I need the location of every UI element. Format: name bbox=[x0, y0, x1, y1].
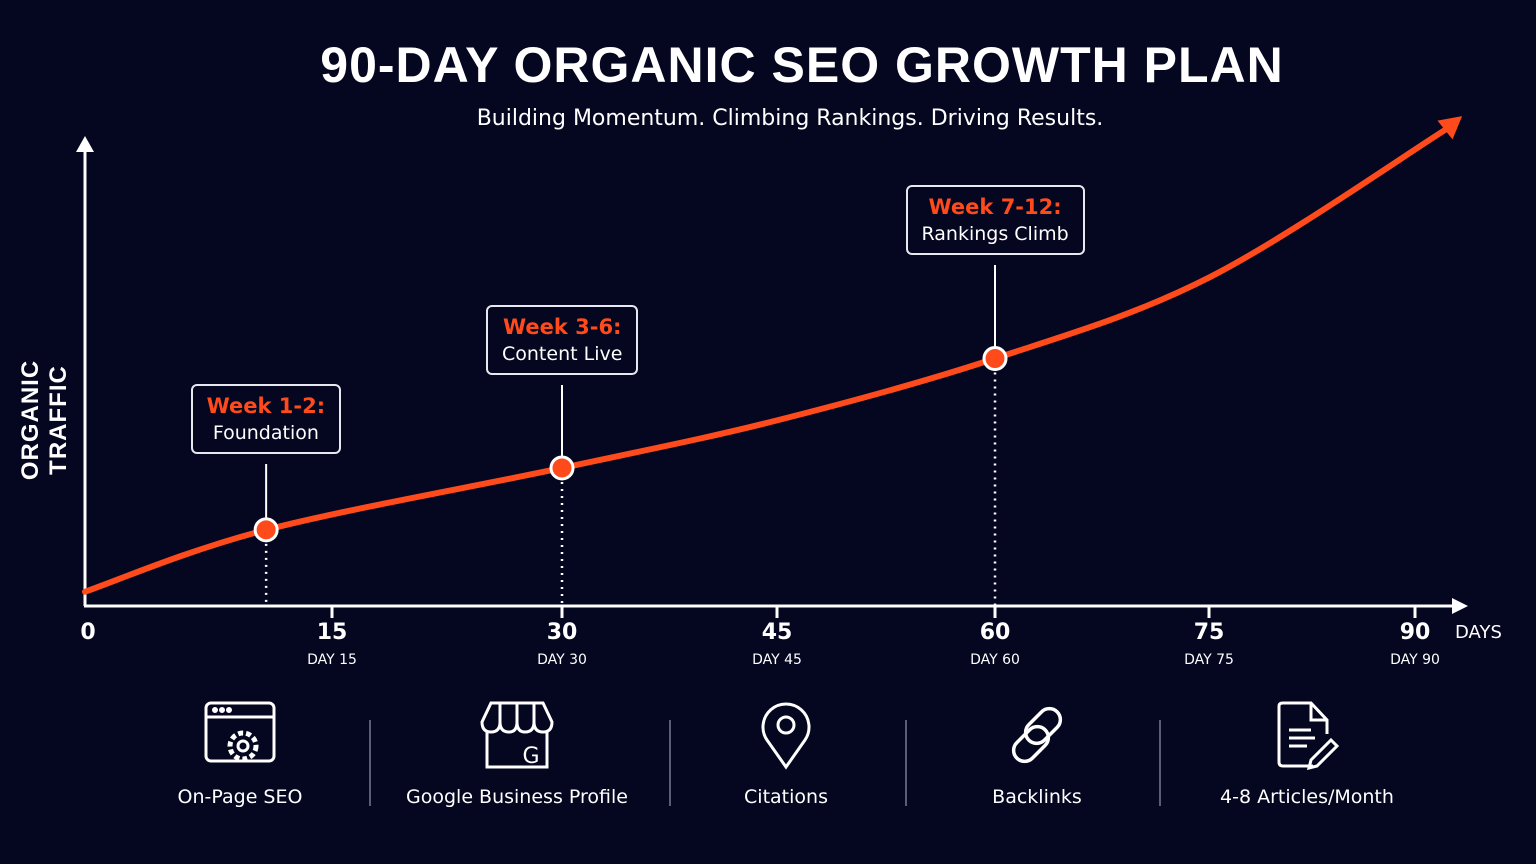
milestone-label: Rankings Climb bbox=[921, 223, 1069, 245]
divider bbox=[369, 720, 371, 806]
x-axis-label: DAYS bbox=[1455, 622, 1502, 643]
x-axis-arrow bbox=[1452, 598, 1468, 614]
milestone-label: Content Live bbox=[502, 343, 623, 365]
milestone-point bbox=[253, 517, 279, 543]
x-tick-sublabel: DAY 90 bbox=[1390, 652, 1440, 668]
x-tick-label: 90 bbox=[1399, 620, 1431, 645]
tool-label: Backlinks bbox=[992, 786, 1082, 808]
tool-on-page-seo: On-Page SEO bbox=[110, 700, 370, 808]
milestone-callout: Week 7-12: Rankings Climb bbox=[905, 185, 1085, 255]
x-tick-sublabel: DAY 45 bbox=[752, 652, 802, 668]
x-tick-label: 75 bbox=[1193, 620, 1225, 645]
tool-label: 4-8 Articles/Month bbox=[1220, 786, 1394, 808]
divider bbox=[1159, 720, 1161, 806]
tool-citations: Citations bbox=[656, 700, 916, 808]
tool-google-business-profile: G Google Business Profile bbox=[387, 700, 647, 808]
tool-label: Citations bbox=[744, 786, 828, 808]
tool-label: Google Business Profile bbox=[406, 786, 628, 808]
traffic-curve bbox=[82, 127, 1448, 595]
storefront-g-icon: G bbox=[480, 701, 554, 769]
x-tick-label: 45 bbox=[761, 620, 793, 645]
page-title: 90-DAY ORGANIC SEO GROWTH PLAN bbox=[320, 37, 1284, 93]
milestone-point bbox=[982, 345, 1008, 371]
milestone-label: Foundation bbox=[212, 422, 319, 444]
x-tick-sublabel: DAY 30 bbox=[537, 652, 587, 668]
y-axis-arrow bbox=[76, 136, 94, 152]
tool-articles: 4-8 Articles/Month bbox=[1177, 700, 1437, 808]
svg-text:G: G bbox=[522, 744, 539, 769]
chain-link-icon bbox=[1011, 706, 1063, 764]
milestone-title: Week 7-12: bbox=[928, 195, 1062, 219]
x-tick-sublabel: DAY 15 bbox=[307, 652, 357, 668]
x-tick-label: 60 bbox=[979, 620, 1011, 645]
milestone-callout: Week 3-6: Content Live bbox=[486, 305, 639, 375]
x-tick-label: 0 bbox=[80, 620, 96, 645]
divider bbox=[669, 720, 671, 806]
document-pencil-icon bbox=[1277, 701, 1339, 770]
browser-gear-icon bbox=[204, 701, 276, 763]
page-subtitle: Building Momentum. Climbing Rankings. Dr… bbox=[476, 106, 1104, 131]
map-pin-icon bbox=[761, 702, 811, 770]
x-tick-label: 30 bbox=[546, 620, 578, 645]
y-axis-label: ORGANIC TRAFFIC bbox=[17, 359, 72, 481]
tool-label: On-Page SEO bbox=[177, 786, 303, 808]
x-tick-sublabel: DAY 75 bbox=[1184, 652, 1234, 668]
milestone-callout: Week 1-2: Foundation bbox=[190, 384, 342, 454]
milestone-title: Week 1-2: bbox=[206, 394, 326, 418]
curve-arrow-head bbox=[1437, 116, 1463, 140]
x-tick-label: 15 bbox=[316, 620, 348, 645]
tool-backlinks: Backlinks bbox=[907, 700, 1167, 808]
milestone-point bbox=[549, 455, 575, 481]
milestone-title: Week 3-6: bbox=[502, 315, 622, 339]
x-tick-sublabel: DAY 60 bbox=[970, 652, 1020, 668]
divider bbox=[905, 720, 907, 806]
